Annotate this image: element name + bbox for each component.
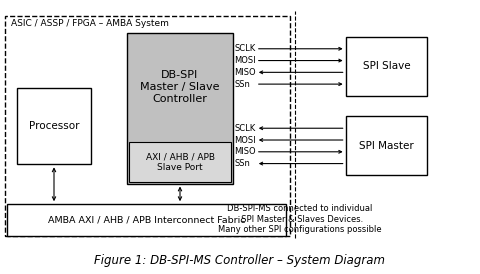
- Text: SCLK: SCLK: [234, 124, 255, 133]
- FancyBboxPatch shape: [7, 204, 286, 236]
- Text: DB-SPI-MS connected to individual
  SPI Master & Slaves Devices.
Many other SPI : DB-SPI-MS connected to individual SPI Ma…: [218, 204, 382, 234]
- Text: SPI Master: SPI Master: [359, 141, 414, 151]
- Text: Figure 1: DB-SPI-MS Controller – System Diagram: Figure 1: DB-SPI-MS Controller – System …: [95, 254, 385, 267]
- FancyBboxPatch shape: [346, 116, 427, 175]
- Text: AMBA AXI / AHB / APB Interconnect Fabric: AMBA AXI / AHB / APB Interconnect Fabric: [48, 215, 245, 224]
- Text: SSn: SSn: [234, 80, 250, 89]
- Text: MISO: MISO: [234, 147, 256, 156]
- Text: SPI Slave: SPI Slave: [362, 61, 410, 72]
- Text: MOSI: MOSI: [234, 136, 256, 144]
- Text: ASIC / ASSP / FPGA – AMBA System: ASIC / ASSP / FPGA – AMBA System: [11, 19, 168, 28]
- Text: SSn: SSn: [234, 159, 250, 168]
- FancyBboxPatch shape: [127, 33, 233, 184]
- FancyBboxPatch shape: [346, 37, 427, 96]
- FancyBboxPatch shape: [17, 88, 91, 164]
- Text: AXI / AHB / APB
Slave Port: AXI / AHB / APB Slave Port: [145, 153, 215, 172]
- Text: SCLK: SCLK: [234, 44, 255, 53]
- Text: DB-SPI
Master / Slave
Controller: DB-SPI Master / Slave Controller: [140, 70, 220, 104]
- Text: MISO: MISO: [234, 68, 256, 77]
- Text: Processor: Processor: [29, 121, 79, 131]
- FancyBboxPatch shape: [129, 142, 231, 182]
- Text: MOSI: MOSI: [234, 56, 256, 65]
